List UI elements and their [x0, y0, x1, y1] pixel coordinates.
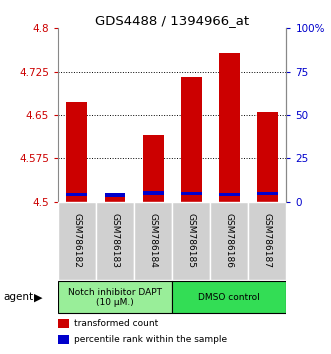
Bar	[67, 193, 87, 196]
Bar	[58, 281, 172, 313]
Bar	[143, 135, 164, 202]
Text: GSM786185: GSM786185	[187, 213, 196, 268]
Bar	[181, 78, 202, 202]
Text: GSM786183: GSM786183	[111, 213, 119, 268]
Bar	[58, 202, 96, 280]
Text: GSM786186: GSM786186	[225, 213, 234, 268]
Text: agent: agent	[3, 292, 33, 302]
Bar	[143, 192, 164, 195]
Bar	[172, 202, 210, 280]
Bar	[248, 202, 286, 280]
Bar	[105, 197, 125, 202]
Text: GSM786184: GSM786184	[149, 213, 158, 268]
Title: GDS4488 / 1394966_at: GDS4488 / 1394966_at	[95, 14, 249, 27]
Text: transformed count: transformed count	[74, 319, 158, 329]
Text: ▶: ▶	[34, 292, 42, 302]
Bar	[172, 281, 286, 313]
Bar	[219, 53, 240, 202]
Bar	[105, 193, 125, 196]
Bar	[134, 202, 172, 280]
Bar	[257, 112, 278, 202]
Text: GSM786182: GSM786182	[72, 213, 81, 268]
Text: Notch inhibitor DAPT
(10 μM.): Notch inhibitor DAPT (10 μM.)	[68, 288, 162, 307]
Text: DMSO control: DMSO control	[198, 293, 260, 302]
Bar	[58, 319, 70, 328]
Bar	[219, 193, 240, 196]
Bar	[67, 102, 87, 202]
Bar	[96, 202, 134, 280]
Bar	[181, 192, 202, 195]
Bar	[210, 202, 248, 280]
Bar	[257, 192, 278, 195]
Text: GSM786187: GSM786187	[263, 213, 272, 268]
Bar	[58, 335, 70, 344]
Text: percentile rank within the sample: percentile rank within the sample	[74, 335, 227, 344]
